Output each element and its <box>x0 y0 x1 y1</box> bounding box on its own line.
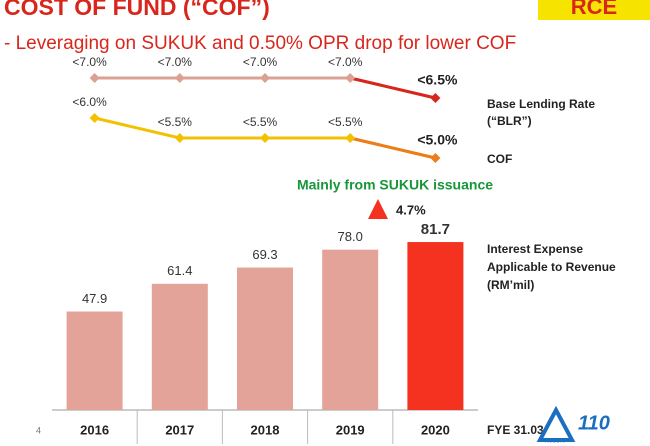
line-marker <box>345 133 356 143</box>
page-number: 4 <box>36 425 41 435</box>
bar <box>407 242 464 410</box>
line-value-label: <7.0% <box>328 55 363 69</box>
line-marker <box>345 73 356 83</box>
logo-box <box>538 0 650 20</box>
amcorp-logo-text: AMCORP <box>545 438 568 444</box>
x-tick-label: 2019 <box>336 422 365 437</box>
bar-value-label: 61.4 <box>167 263 192 278</box>
legend-cof: COF <box>487 152 513 166</box>
line-value-label: <6.0% <box>72 95 107 109</box>
line-marker <box>174 133 185 143</box>
bar <box>66 311 123 410</box>
chart-subtitle: - Leveraging on SUKUK and 0.50% OPR drop… <box>4 33 516 54</box>
x-tick-label: 2017 <box>165 422 194 437</box>
annotation: Mainly from SUKUK issuance <box>297 177 493 193</box>
highlight-segment <box>349 76 436 100</box>
line-marker <box>260 133 270 143</box>
line-value-label: <7.0% <box>243 55 278 69</box>
annotation: 4.7% <box>396 202 426 217</box>
legend-interest: Interest Expense Applicable to Revenue (… <box>487 242 616 292</box>
line-value-label: <7.0% <box>158 55 193 69</box>
increase-arrow <box>368 199 388 219</box>
line-value-label: <5.5% <box>158 115 193 129</box>
line-value-label: <5.5% <box>243 115 278 129</box>
bar <box>151 283 208 410</box>
line-value-label: <6.5% <box>417 72 458 88</box>
header-logo: RCE <box>571 0 617 19</box>
x-tick-label: 2016 <box>80 422 109 437</box>
fye-label: FYE 31.03 <box>487 423 544 437</box>
bar-value-label: 69.3 <box>252 247 277 262</box>
chart-title: COST OF FUND (“COF”) <box>4 0 270 20</box>
bar-value-label: 81.7 <box>421 221 450 238</box>
line-value-label: <5.0% <box>417 132 458 148</box>
line-marker <box>89 113 100 123</box>
amcorp-logo-mark <box>536 405 576 442</box>
line-marker <box>260 73 270 83</box>
highlight-segment <box>349 136 436 160</box>
line-marker <box>89 73 100 83</box>
bar <box>322 249 379 410</box>
legend-blr: Base Lending Rate (“BLR”) <box>487 97 596 128</box>
x-tick-label: 2020 <box>421 422 450 437</box>
anniversary-logo: 110 <box>578 412 610 434</box>
bar-value-label: 78.0 <box>338 229 363 244</box>
line-value-label: <7.0% <box>72 55 107 69</box>
line-marker <box>430 93 441 103</box>
bar <box>237 267 293 410</box>
line-marker <box>430 153 441 163</box>
bar-value-label: 47.9 <box>82 291 107 306</box>
x-tick-label: 2018 <box>251 422 280 437</box>
line-marker <box>174 73 185 83</box>
line-value-label: <5.5% <box>328 115 363 129</box>
